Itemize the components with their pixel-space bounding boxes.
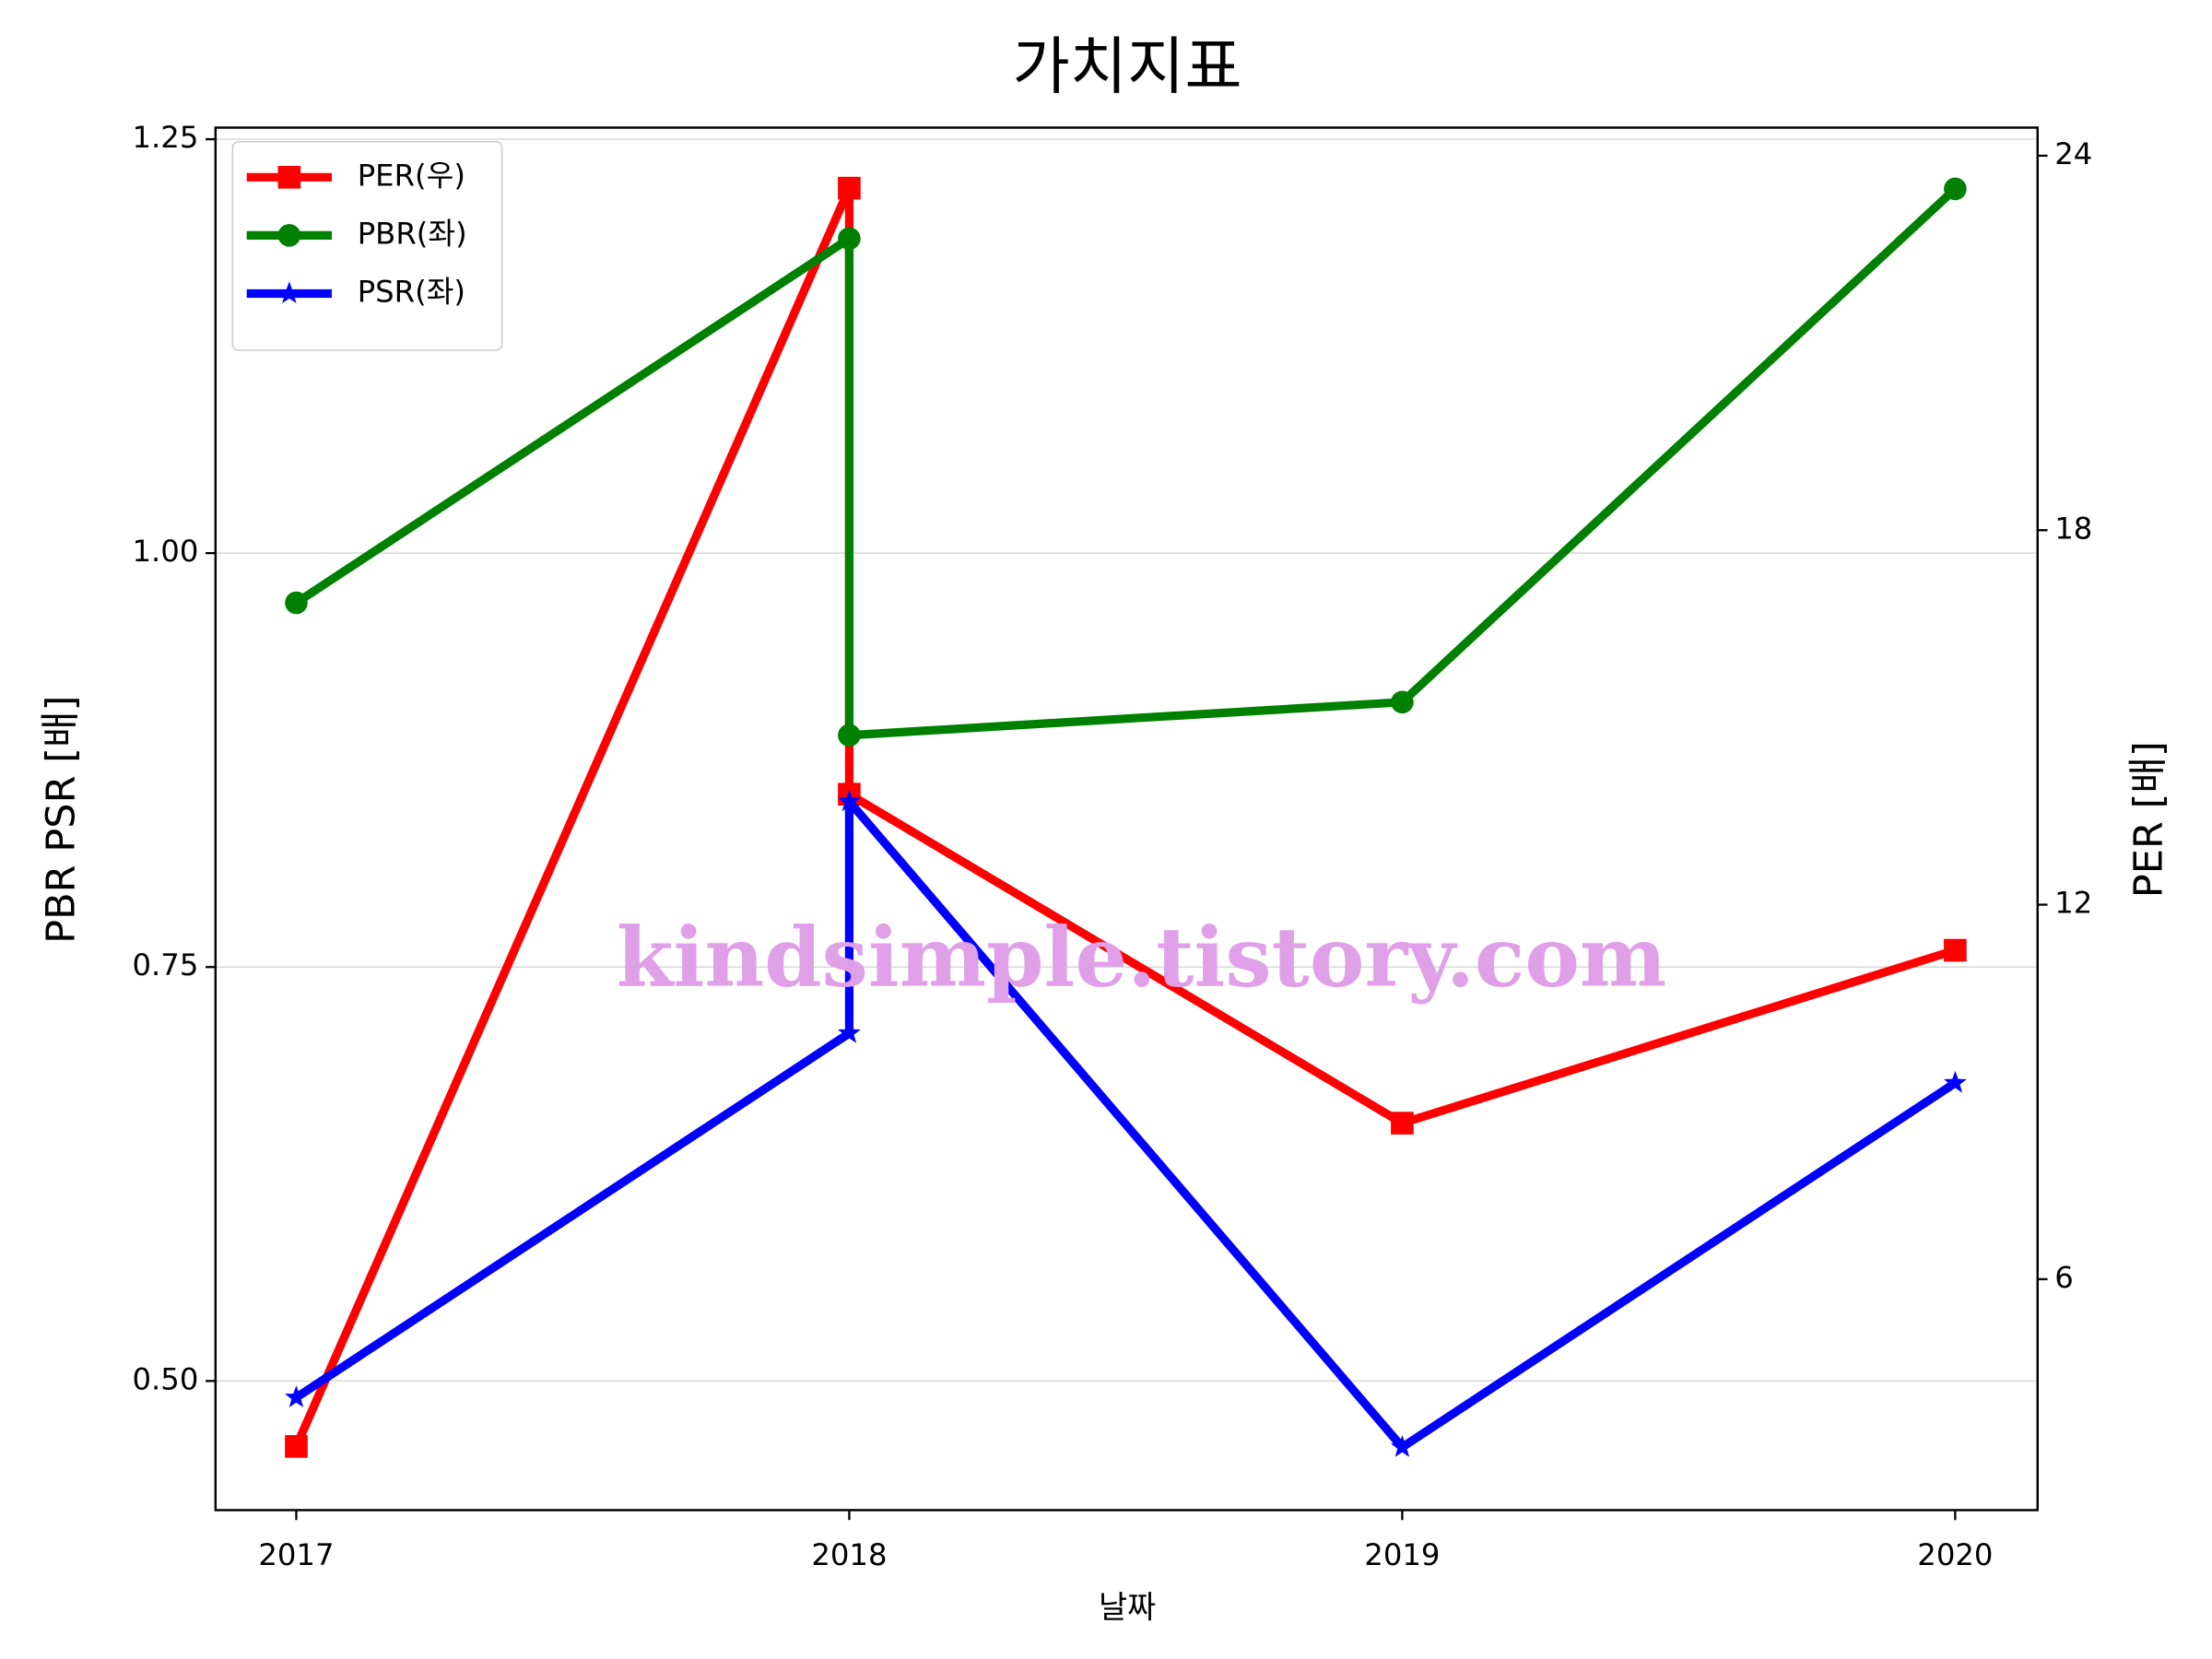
- series-line: [293, 796, 1958, 1452]
- marker: [838, 176, 861, 200]
- marker: [285, 1385, 308, 1407]
- legend-label: PBR(좌): [358, 216, 467, 251]
- series-line: [292, 183, 1957, 1449]
- y-tick-label: 1.00: [132, 534, 198, 569]
- x-tick-label: 2019: [1364, 1537, 1440, 1572]
- y-tick-label: 1.25: [132, 120, 198, 155]
- legend-marker: [277, 224, 301, 247]
- y2-tick-label: 12: [2054, 886, 2092, 921]
- legend-label: PER(우): [358, 158, 465, 193]
- marker: [837, 1021, 861, 1043]
- plot-frame: [214, 126, 2039, 1512]
- marker: [837, 789, 861, 812]
- x-tick-label: 2020: [1917, 1537, 1993, 1572]
- marker: [838, 724, 861, 747]
- x-tick-label: 2018: [811, 1537, 887, 1572]
- marker: [285, 1435, 308, 1458]
- y-axis-label: PBR PSR [배]: [39, 696, 85, 944]
- y-tick-label: 0.50: [132, 1361, 198, 1396]
- y2-tick-label: 6: [2054, 1260, 2074, 1295]
- legend-marker: [277, 166, 301, 189]
- marker: [1391, 690, 1414, 714]
- y-tick-label: 0.75: [132, 947, 198, 982]
- legend-box: [231, 141, 503, 351]
- legend-label: PSR(좌): [358, 274, 465, 309]
- marker: [1944, 938, 1967, 962]
- marker: [1944, 177, 1967, 201]
- marker: [285, 591, 308, 615]
- marker: [1943, 1070, 1967, 1093]
- series-line: [293, 185, 1959, 740]
- x-tick-label: 2017: [258, 1537, 334, 1572]
- y2-tick-label: 24: [2054, 136, 2092, 171]
- marker: [1390, 1435, 1414, 1457]
- marker: [1391, 1112, 1414, 1135]
- x-axis-label: 날짜: [1099, 1590, 1156, 1626]
- chart-title: 가치지표: [1013, 29, 1242, 102]
- marker: [838, 227, 861, 251]
- legend-marker: [277, 281, 301, 304]
- y2-tick-label: 18: [2054, 511, 2092, 546]
- watermark: kindsimple.tistory.com: [617, 910, 1667, 1006]
- y2-axis-label: PER [배]: [2125, 741, 2171, 898]
